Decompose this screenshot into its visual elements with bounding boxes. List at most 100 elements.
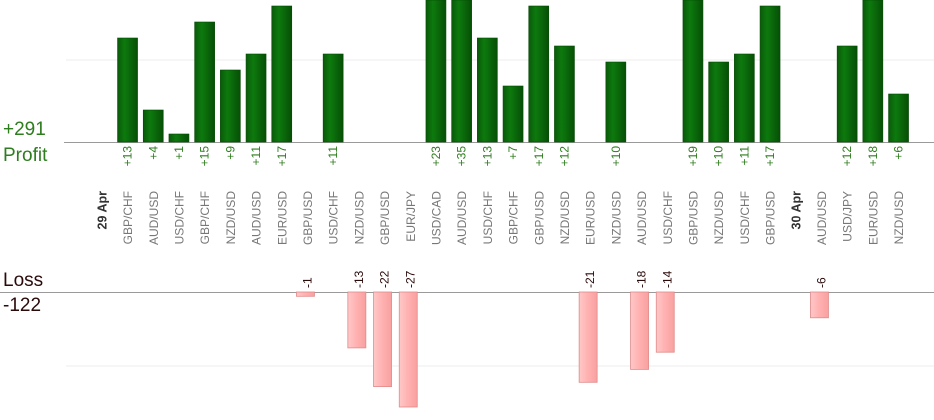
loss-value-label: -13	[352, 270, 366, 288]
category-label-usd-cad: USD/CAD	[429, 191, 443, 245]
category-label-usd-jpy: USD/JPY	[841, 191, 855, 242]
profit-value-label: +9	[223, 146, 237, 160]
category-label-usd-chf: USD/CHF	[172, 191, 186, 244]
profit-bar-gbp-usd	[528, 5, 550, 143]
profit-value-label: +6	[892, 146, 906, 160]
profit-value-label: +11	[737, 146, 751, 166]
profit-bar-nzd-usd	[220, 69, 241, 143]
profit-bar-nzd-usd	[605, 61, 627, 143]
profit-bar-eur-usd	[271, 5, 293, 143]
category-label-aud-usd: AUD/USD	[815, 191, 829, 245]
loss-value-label: -14	[660, 270, 674, 288]
profit-bar-aud-usd	[245, 53, 267, 143]
category-label-nzd-usd: NZD/USD	[224, 191, 238, 245]
loss-value-label: -18	[635, 270, 649, 288]
profit-value-label: +19	[686, 146, 700, 167]
profit-label: Profit	[3, 145, 48, 166]
value-labels-group: +13 +4 +1 +15 +9 +11 +17 -1 +11 -13 -22 -27 +23 +35 +1…	[121, 146, 906, 288]
profit-value-label: +12	[557, 146, 571, 167]
profit-bar-gbp-chf	[117, 37, 138, 143]
profit-bar-usd-chf	[477, 37, 498, 143]
category-label-usd-chf: USD/CHF	[481, 191, 495, 244]
category-label-eur-jpy: EUR/JPY	[404, 191, 418, 242]
profit-value-label: +12	[840, 146, 854, 167]
date-label-29-apr: 29 Apr	[95, 191, 109, 230]
category-label-nzd-usd: NZD/USD	[352, 191, 366, 245]
loss-bar-nzd-usd	[347, 291, 367, 349]
category-label-gbp-chf: GBP/CHF	[198, 191, 212, 244]
profit-value-label: +18	[866, 146, 880, 167]
loss-bar-eur-jpy	[398, 291, 418, 408]
profit-value-label: +35	[455, 146, 469, 167]
profit-value-label: +17	[532, 146, 546, 167]
profit-value-label: +4	[146, 146, 160, 160]
category-label-gbp-chf: GBP/CHF	[121, 191, 135, 244]
profit-bar-gbp-usd	[759, 5, 781, 143]
profit-bar-aud-usd	[451, 0, 472, 143]
category-label-gbp-usd: GBP/USD	[301, 191, 315, 245]
profit-value-label: +1	[172, 146, 186, 160]
profit-value-label: +17	[763, 146, 777, 167]
profit-bar-eur-usd	[862, 0, 884, 143]
loss-value-label: -6	[814, 277, 828, 288]
profit-bar-nzd-usd	[888, 93, 909, 143]
profit-value-label: +17	[275, 146, 289, 167]
loss-total: -122	[3, 295, 42, 316]
category-label-usd-chf: USD/CHF	[738, 191, 752, 244]
profit-bar-gbp-chf	[194, 21, 215, 143]
profit-value-label: +7	[506, 146, 520, 160]
loss-value-label: -1	[300, 277, 314, 288]
profit-value-label: +23	[429, 146, 443, 167]
profit-value-label: +11	[326, 146, 340, 166]
category-label-eur-usd: EUR/USD	[584, 191, 598, 245]
loss-bar-eur-usd	[578, 291, 598, 383]
loss-value-label: -21	[583, 270, 597, 288]
loss-bar-gbp-usd	[373, 291, 392, 387]
category-label-gbp-usd: GBP/USD	[686, 191, 700, 245]
grid-lines	[0, 59, 934, 367]
loss-bar-gbp-usd	[296, 291, 315, 297]
loss-bar-aud-usd	[630, 291, 649, 370]
profit-bar-gbp-usd	[682, 0, 704, 143]
category-label-gbp-usd: GBP/USD	[532, 191, 546, 245]
date-label-30-apr: 30 Apr	[789, 191, 803, 230]
profit-bar-gbp-chf	[502, 85, 524, 143]
category-label-aud-usd: AUD/USD	[635, 191, 649, 245]
category-label-aud-usd: AUD/USD	[250, 191, 264, 245]
profit-bar-usd-chf	[322, 53, 344, 143]
loss-value-label: -22	[378, 270, 392, 288]
category-label-nzd-usd: NZD/USD	[558, 191, 572, 245]
profit-bar-nzd-usd	[708, 61, 729, 143]
category-label-aud-usd: AUD/USD	[147, 191, 161, 245]
category-label-gbp-usd: GBP/USD	[764, 191, 778, 245]
category-label-nzd-usd: NZD/USD	[892, 191, 906, 245]
profit-bar-usd-jpy	[836, 45, 858, 143]
profit-bar-usd-chf	[168, 133, 190, 143]
loss-label: Loss	[3, 270, 44, 291]
category-label-eur-usd: EUR/USD	[866, 191, 880, 245]
profit-total: +291	[3, 119, 46, 140]
profit-bar-aud-usd	[142, 109, 164, 143]
category-label-aud-usd: AUD/USD	[455, 191, 469, 245]
profit-bar-nzd-usd	[554, 45, 575, 143]
loss-bar-usd-chf	[655, 291, 675, 353]
category-label-usd-chf: USD/CHF	[327, 191, 341, 244]
category-labels-group: 29 Apr GBP/CHF AUD/USD USD/CHF GBP/CHF NZD/US…	[95, 191, 906, 245]
bars-group	[117, 0, 909, 408]
profit-value-label: +10	[609, 146, 623, 167]
profit-value-label: +13	[480, 146, 494, 167]
loss-value-label: -27	[403, 270, 417, 288]
profit-value-label: +10	[712, 146, 726, 167]
profit-bar-usd-chf	[734, 53, 755, 143]
profit-value-label: +13	[121, 146, 135, 167]
profit-bar-usd-cad	[425, 0, 447, 143]
category-label-gbp-usd: GBP/USD	[378, 191, 392, 245]
profit-value-label: +11	[249, 146, 263, 166]
category-label-nzd-usd: NZD/USD	[609, 191, 623, 245]
category-label-usd-chf: USD/CHF	[661, 191, 675, 244]
category-label-eur-usd: EUR/USD	[275, 191, 289, 245]
profit-value-label: +15	[198, 146, 212, 167]
loss-bar-aud-usd	[810, 291, 829, 319]
category-label-gbp-chf: GBP/CHF	[507, 191, 521, 244]
